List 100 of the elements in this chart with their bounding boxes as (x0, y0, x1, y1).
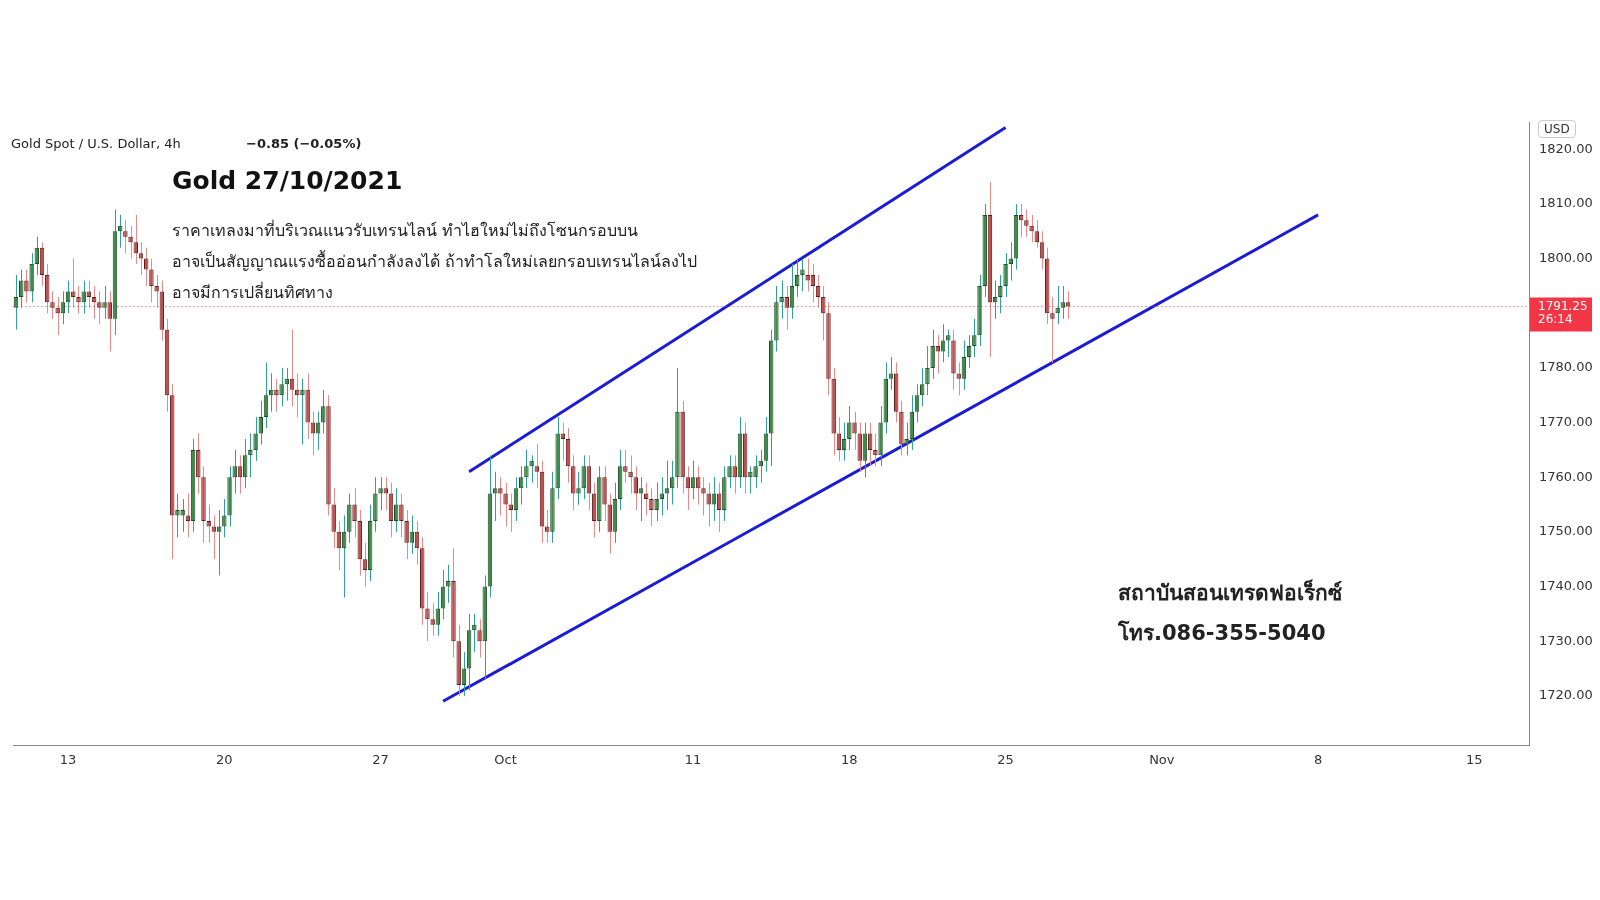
candlestick (582, 454, 585, 500)
y-tick-label: 1780.00 (1539, 359, 1593, 375)
candlestick (383, 476, 388, 511)
candlestick (576, 471, 581, 506)
x-tick-label: 13 (59, 752, 77, 768)
candlestick (274, 378, 279, 413)
candlestick (904, 422, 909, 456)
candlestick (748, 465, 753, 495)
candlestick (185, 493, 191, 538)
annotation: อาจมีการเปลี่ยนทิศทาง (172, 281, 333, 304)
candlestick (492, 471, 498, 522)
candlestick (779, 279, 784, 320)
candlestick (534, 443, 540, 489)
y-tick-label: 1810.00 (1539, 195, 1593, 211)
candlestick (216, 509, 222, 577)
candlestick (399, 493, 404, 538)
candlestick (446, 564, 451, 604)
x-tick-label: 8 (1313, 752, 1323, 768)
candlestick (498, 476, 503, 516)
annotation: อาจเป็นสัญญาณแรงซื้ออ่อนกำลังลงได้ ถ้าทำโลใหม่เลยกรอบเทรนไลน์ลงไป (172, 249, 698, 273)
x-tick-label: Oct (494, 752, 517, 768)
y-tick-label: 1740.00 (1539, 577, 1593, 593)
candlestick (128, 225, 133, 260)
candlestick (86, 279, 92, 309)
candlestick (664, 460, 670, 511)
candlestick (654, 482, 659, 522)
candlestick (701, 476, 706, 516)
x-tick-label: 18 (841, 752, 858, 768)
candlestick (1029, 214, 1034, 243)
candlestick (154, 274, 159, 309)
candlestick (972, 318, 977, 358)
candlestick (935, 334, 941, 374)
y-tick-label: 1770.00 (1539, 413, 1593, 429)
y-tick-label: 1760.00 (1539, 468, 1593, 484)
candlestick (123, 219, 128, 254)
candlestick (82, 279, 85, 314)
candlestick (138, 241, 144, 276)
candlestick (1024, 208, 1029, 238)
text: Gold 27/10/2021 (172, 166, 403, 195)
candlestick (525, 449, 528, 489)
ref-line-label: 1791.25 (1538, 298, 1588, 313)
candlestick (55, 296, 60, 336)
candlestick (248, 433, 253, 478)
y-tick-label: 1750.00 (1539, 523, 1593, 539)
candlestick (800, 258, 805, 292)
candlestick (426, 591, 429, 642)
x-tick-label: 20 (216, 752, 233, 768)
candlestick (873, 433, 878, 467)
y-tick-label: 1720.00 (1539, 687, 1593, 703)
candlestick (25, 269, 28, 303)
candlestick (430, 602, 435, 637)
candlestick (76, 285, 81, 314)
x-tick-label: Nov (1149, 752, 1175, 768)
y-tick-label: 1800.00 (1539, 250, 1593, 265)
candlestick (707, 482, 710, 527)
candlestick (649, 487, 654, 527)
x-tick-label: 25 (997, 752, 1014, 768)
candlestick (998, 274, 1003, 314)
candlestick (352, 487, 357, 538)
candlestick (300, 378, 305, 445)
text: 26:14 (1538, 312, 1573, 326)
candlestick (956, 361, 961, 396)
candlestick (1050, 296, 1055, 363)
annotation: ราคาเทลงมาที่บริเวณแนวรับเทรนไลน์ ทำไฮใหม่ไม่ถึงโซนกรอบบน (172, 219, 639, 242)
y-tick-label: 1820.00 (1539, 140, 1593, 156)
candlestick (1055, 285, 1060, 325)
candlestick (180, 498, 185, 533)
candlestick (280, 367, 283, 407)
annotation: โทร.086-355-5040 (1118, 619, 1326, 647)
x-tick-label: 11 (684, 752, 702, 768)
candlestick (529, 454, 534, 484)
candlestick (175, 493, 180, 538)
candlestick (1003, 252, 1008, 298)
candlestick (378, 476, 383, 511)
candlestick (853, 411, 856, 451)
candlestick (71, 258, 76, 309)
x-tick-label: 27 (372, 752, 389, 768)
candlestick (97, 290, 102, 325)
candlestick (925, 345, 930, 396)
candlestick (930, 329, 935, 380)
candlestick (1060, 285, 1066, 320)
candlestick (404, 509, 409, 560)
candlestick (628, 454, 633, 495)
candlestick (253, 416, 258, 462)
candlestick (545, 509, 550, 544)
candlestick (805, 258, 810, 292)
candlestick (753, 454, 758, 489)
candlestick (847, 405, 852, 451)
candlestick (206, 504, 211, 544)
candlestick (102, 285, 107, 320)
candlestick (149, 258, 154, 303)
candlestick (478, 618, 481, 659)
annotation: สถาบันสอนเทรดฟอเร็กซ์ (1118, 578, 1342, 607)
candlestick (727, 454, 732, 489)
annotation: −0.85 (−0.05%) (246, 136, 362, 151)
y-tick-label: 1730.00 (1539, 632, 1593, 648)
candlestick (504, 482, 507, 527)
y-axis-title: USD (1538, 120, 1576, 138)
candlestick (211, 514, 217, 560)
candlestick (472, 613, 477, 653)
